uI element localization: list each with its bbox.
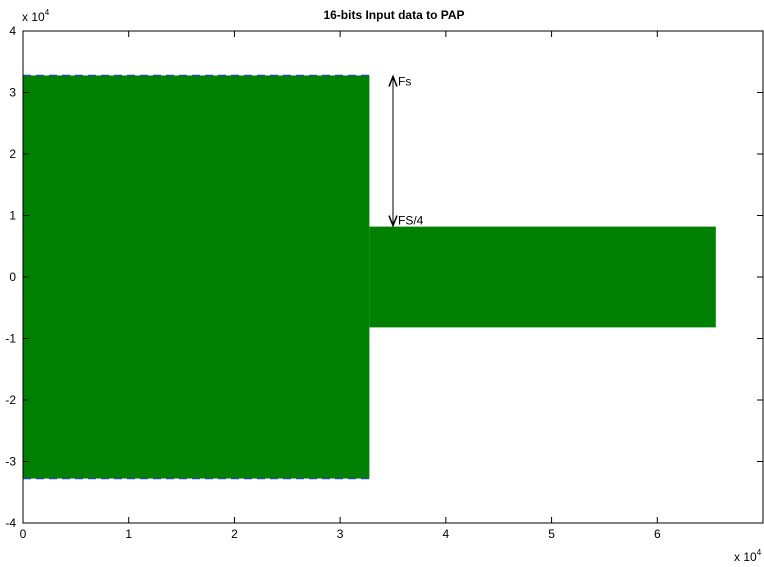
signal-segment-1 xyxy=(23,75,370,479)
y-tick-label: -3 xyxy=(5,455,16,469)
x-tick-label: 6 xyxy=(654,527,661,541)
annotation-layer: Fs FS/4 xyxy=(388,74,424,228)
y-tick-label: 2 xyxy=(9,147,16,161)
x-multiplier-exp: 4 xyxy=(757,548,762,557)
annotation-label-fs4: FS/4 xyxy=(398,214,424,228)
signal-segment-2 xyxy=(369,226,716,328)
svg-text:x 104: x 104 xyxy=(22,8,50,24)
x-tick-label: 2 xyxy=(231,527,238,541)
svg-text:x 104: x 104 xyxy=(734,548,762,564)
x-tick-label: 3 xyxy=(337,527,344,541)
arrowhead-up-icon xyxy=(388,74,398,87)
y-multiplier: x 104 xyxy=(22,8,50,24)
x-tick-label: 0 xyxy=(20,527,27,541)
y-multiplier-exp: 4 xyxy=(45,8,50,17)
y-tick-label: -2 xyxy=(5,393,16,407)
x-tick-label: 4 xyxy=(443,527,450,541)
y-multiplier-base: x 10 xyxy=(22,10,45,24)
x-multiplier-base: x 10 xyxy=(734,550,757,564)
axes-layer: 0 1 2 3 4 5 6 -4 -3 -2 -1 0 1 2 3 4 xyxy=(5,24,764,541)
x-multiplier: x 104 xyxy=(734,548,762,564)
x-tick-label: 5 xyxy=(548,527,555,541)
chart-title: 16-bits Input data to PAP xyxy=(323,8,464,22)
y-tick-label: 3 xyxy=(9,86,16,100)
y-tick-label: 0 xyxy=(9,270,16,284)
data-layer xyxy=(23,74,716,480)
arrowhead-down-icon xyxy=(388,215,398,228)
y-tick-label: 1 xyxy=(9,209,16,223)
y-tick-label: -4 xyxy=(5,516,16,530)
x-tick-label: 1 xyxy=(125,527,132,541)
annotation-label-fs: Fs xyxy=(398,74,411,88)
y-tick-label: 4 xyxy=(9,24,16,38)
y-tick-label: -1 xyxy=(5,332,16,346)
